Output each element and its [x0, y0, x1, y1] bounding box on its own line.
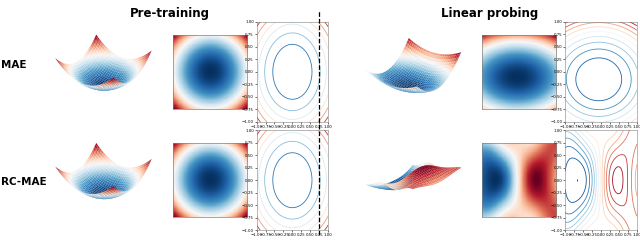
Text: MAE: MAE — [1, 60, 27, 70]
Text: Linear probing: Linear probing — [441, 7, 538, 20]
Text: Pre-training: Pre-training — [130, 7, 210, 20]
Text: RC-MAE: RC-MAE — [1, 177, 47, 187]
